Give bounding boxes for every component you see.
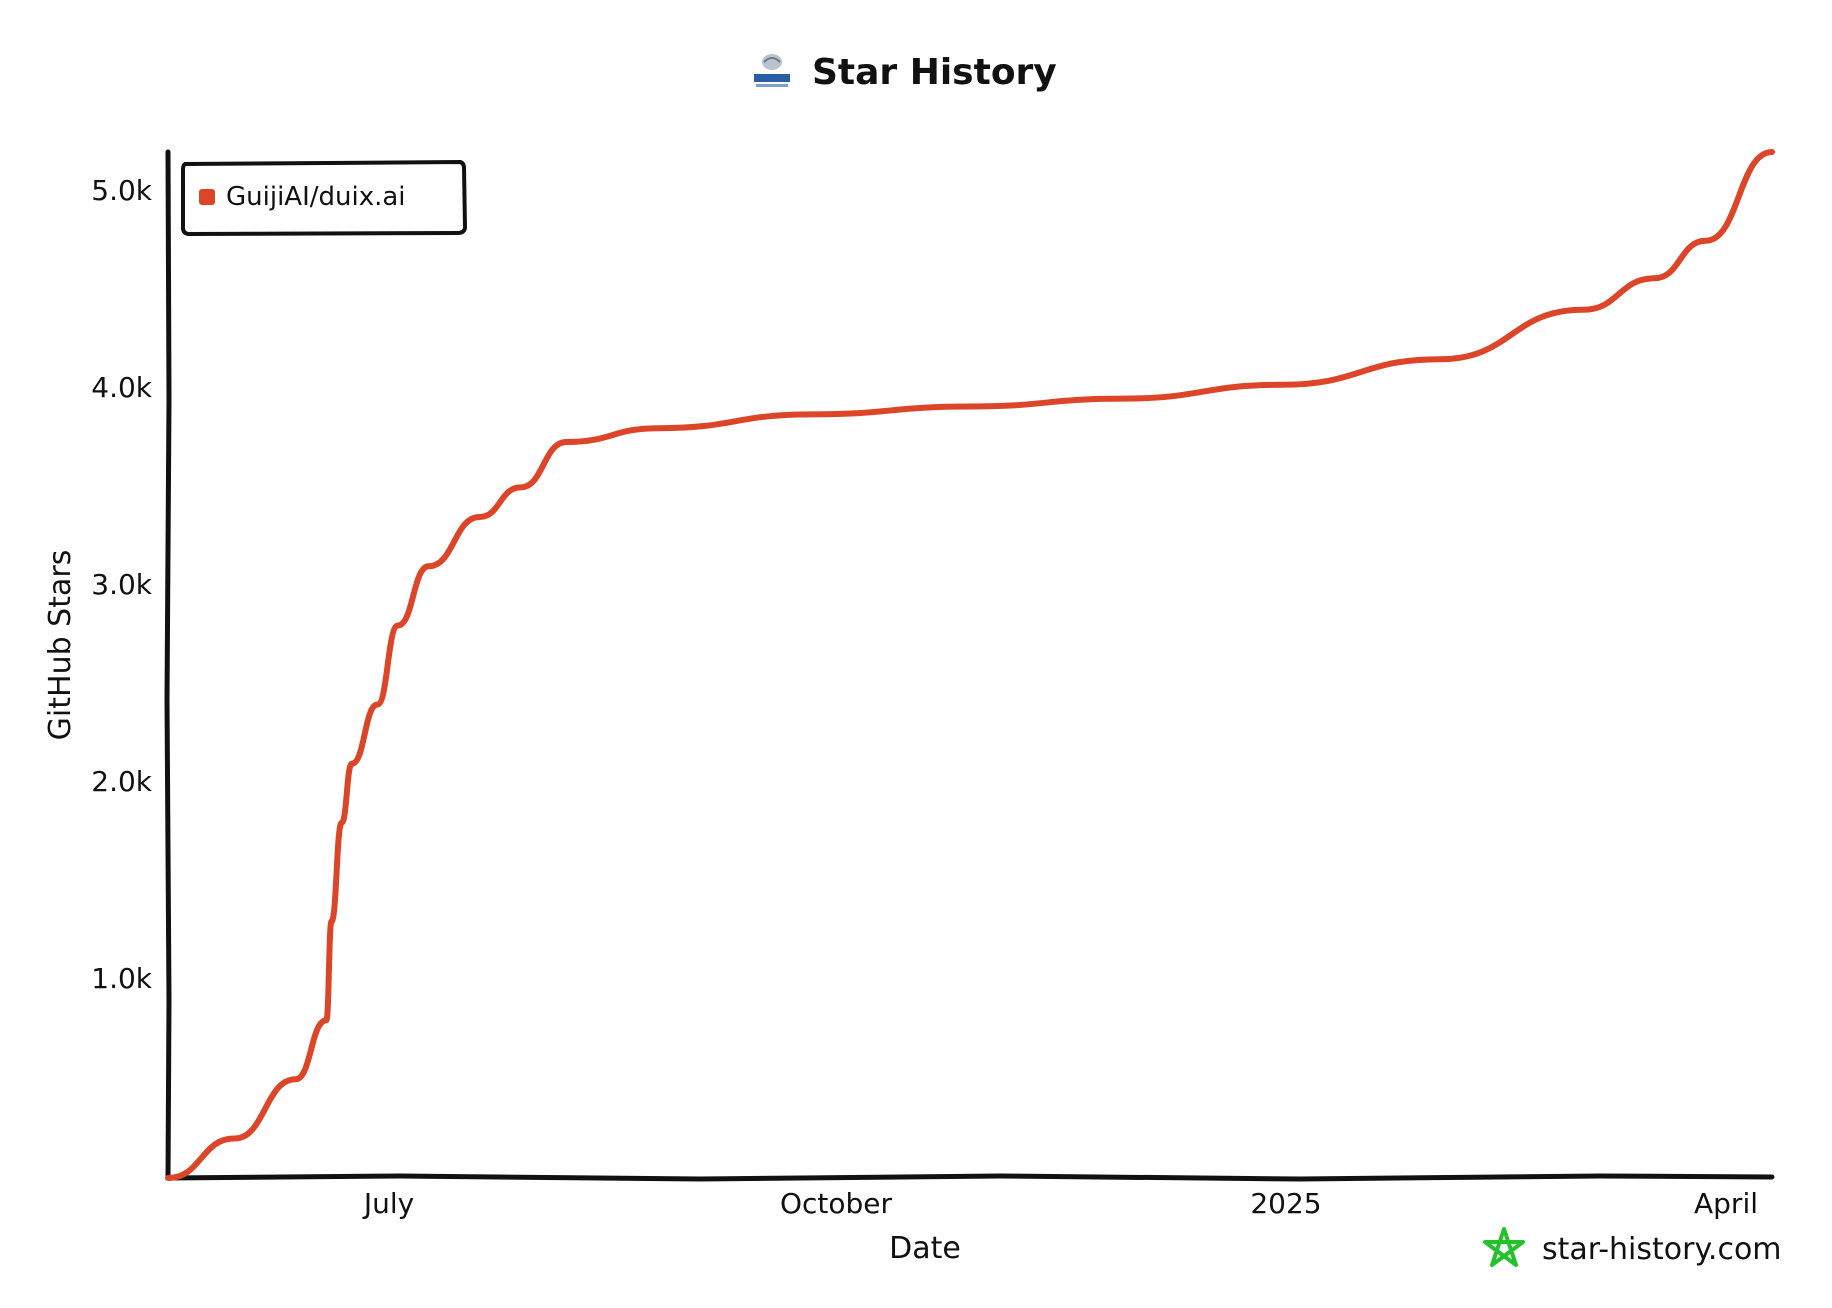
y-tick-label: 1.0k bbox=[91, 962, 153, 995]
y-tick-label: 4.0k bbox=[91, 371, 153, 404]
y-axis-line bbox=[164, 149, 172, 1181]
x-axis-label: Date bbox=[889, 1231, 961, 1266]
x-axis-ticks: July October 2025 April bbox=[362, 1187, 1758, 1220]
x-tick-label: 2025 bbox=[1250, 1187, 1321, 1220]
x-axis-line bbox=[165, 1173, 1775, 1182]
x-tick-label: July bbox=[362, 1187, 414, 1220]
legend-box bbox=[181, 159, 468, 237]
legend-label: GuijiAI/duix.ai bbox=[226, 182, 406, 212]
y-tick-label: 3.0k bbox=[91, 568, 153, 601]
y-tick-label: 5.0k bbox=[91, 174, 153, 207]
chart-title: Star History bbox=[812, 52, 1057, 93]
x-tick-label: October bbox=[780, 1187, 893, 1220]
star-icon bbox=[1483, 1227, 1525, 1267]
legend-swatch bbox=[199, 189, 215, 205]
axes bbox=[164, 149, 1775, 1182]
y-tick-label: 2.0k bbox=[91, 765, 153, 798]
chart-title-group: Star History bbox=[754, 52, 1057, 93]
y-axis-label: GitHub Stars bbox=[43, 550, 78, 741]
series-line bbox=[165, 149, 1775, 1181]
y-axis-ticks: 1.0k 2.0k 3.0k 4.0k 5.0k bbox=[91, 174, 153, 995]
x-tick-label: April bbox=[1694, 1187, 1758, 1220]
brand-label: star-history.com bbox=[1542, 1232, 1782, 1267]
legend: GuijiAI/duix.ai bbox=[181, 159, 468, 237]
footer-brand: star-history.com bbox=[1483, 1227, 1782, 1267]
guiji-logo-icon bbox=[754, 54, 790, 87]
